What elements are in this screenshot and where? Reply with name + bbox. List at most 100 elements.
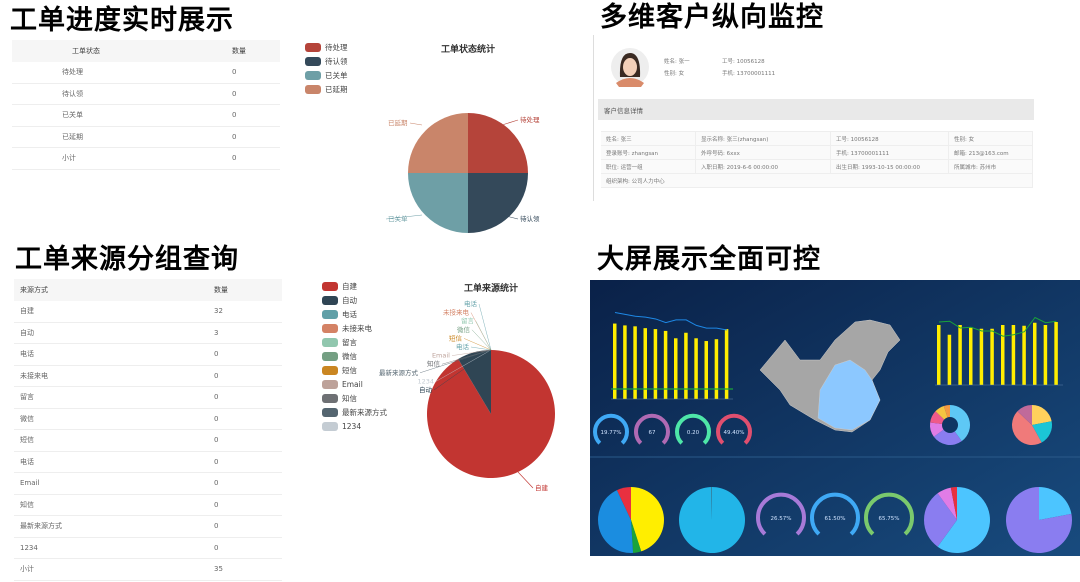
row-label: 自建: [20, 307, 34, 316]
row-label: 待处理: [62, 68, 83, 77]
left-chart-bar: [684, 332, 688, 399]
top-gauge: [634, 413, 670, 445]
grid-row: 职位: 运营一组 入职日期: 2019-6-6 00:00:00 出生日期: 199…: [601, 160, 1033, 174]
legend-item[interactable]: 电话: [322, 307, 387, 321]
grid-cell: 工号: 10056128: [831, 132, 949, 145]
section-title-dashboard: 大屏展示全面可控: [597, 244, 821, 275]
legend-item[interactable]: 自动: [322, 293, 387, 307]
bottom-gauge: [756, 492, 806, 536]
legend-label: 微信: [342, 351, 357, 361]
grid-cell: 职位: 运营一组: [601, 160, 696, 173]
table-header: 来源方式 数量: [14, 279, 282, 301]
left-chart-bar: [643, 328, 647, 399]
label-line: [475, 321, 492, 351]
row-count: 0: [232, 89, 237, 98]
right-chart-bar: [1001, 325, 1005, 385]
legend-swatch: [322, 393, 338, 403]
left-chart-bar: [724, 329, 729, 399]
pie-slice: [468, 173, 528, 233]
legend-label: 已延期: [325, 84, 348, 94]
row-count: 0: [214, 414, 219, 423]
row-count: 0: [214, 500, 219, 509]
customer-job-no: 工号: 10056128: [722, 59, 765, 65]
slice-label: 待处理: [520, 115, 540, 124]
status-chart-title: 工单状态统计: [440, 45, 496, 55]
pie-chart-right-slice: [1017, 405, 1032, 425]
legend-item[interactable]: 待处理: [305, 40, 348, 54]
grid-cell: 所属城市: 苏州市: [949, 160, 1033, 173]
bottom-pie-1-slice: [598, 490, 634, 553]
avatar: [611, 48, 649, 87]
row-label: 已延期: [62, 132, 83, 141]
row-label: 1234: [20, 543, 38, 552]
label-line: [419, 349, 492, 373]
table-row: 自动 3: [14, 323, 282, 344]
label-line: [435, 349, 492, 382]
row-label: 短信: [20, 436, 34, 445]
legend-item[interactable]: 最新来源方式: [322, 405, 387, 419]
legend-swatch: [305, 84, 321, 94]
legend-swatch: [322, 281, 338, 291]
legend-item[interactable]: 待认领: [305, 54, 348, 68]
legend-item[interactable]: 已关单: [305, 68, 348, 82]
grid-cell: 邮箱: 213@163.com: [949, 146, 1033, 159]
slice-label: 已延期: [388, 118, 408, 127]
legend-item[interactable]: 1234: [322, 419, 387, 433]
label-line: [478, 303, 492, 351]
donut-chart-hole: [942, 417, 958, 433]
legend-swatch: [322, 379, 338, 389]
table-row: 待处理 0: [12, 62, 280, 84]
customer-name: 姓名: 张一: [664, 59, 690, 65]
legend-label: Email: [342, 379, 363, 389]
donut-chart-slice: [933, 425, 962, 445]
row-count: 0: [214, 393, 219, 402]
legend-item[interactable]: 自建: [322, 279, 387, 293]
legend-swatch: [305, 56, 321, 66]
label-line: [501, 119, 519, 126]
grid-cell: 登录账号: zhangsan: [601, 146, 696, 159]
right-chart-bar: [969, 327, 973, 385]
header-col-2: 数量: [214, 286, 228, 294]
label-line: [441, 349, 492, 365]
legend-item[interactable]: 已延期: [305, 82, 348, 96]
left-chart-bar: [613, 323, 617, 399]
grid-cell: 姓名: 张三: [601, 132, 696, 145]
right-chart-bar: [1033, 322, 1037, 385]
legend-label: 待认领: [325, 56, 348, 66]
left-chart-bar: [633, 326, 637, 399]
legend-item[interactable]: Email: [322, 377, 387, 391]
top-gauge-value: 19.77%: [601, 430, 622, 436]
legend-item[interactable]: 短信: [322, 363, 387, 377]
table-row: 知信 0: [14, 495, 282, 516]
label-line: [463, 338, 492, 351]
left-chart-bar: [704, 341, 708, 399]
legend-label: 留言: [342, 337, 357, 347]
grid-cell: 性别: 女: [949, 132, 1033, 145]
legend-item[interactable]: 留言: [322, 335, 387, 349]
row-count: 0: [214, 436, 219, 445]
right-chart-bar: [947, 334, 952, 385]
row-label: 自动: [20, 328, 34, 337]
slice-label: 自建: [535, 483, 549, 492]
row-label: 已关单: [62, 111, 83, 120]
legend-item[interactable]: 未接来电: [322, 321, 387, 335]
grid-cell: 出生日期: 1993-10-15 00:00:00: [831, 160, 949, 173]
left-chart-bar: [623, 325, 627, 399]
legend-label: 自建: [342, 281, 357, 291]
source-legend: 自建自动电话未接来电留言微信短信 Email 知信 最新来源方式 1234: [322, 279, 387, 433]
row-label: 小计: [62, 154, 76, 163]
legend-swatch: [305, 42, 321, 52]
header-col-1: 来源方式: [20, 286, 48, 294]
bottom-pie-4-slice: [1039, 487, 1072, 520]
row-count: 0: [232, 68, 237, 77]
legend-item[interactable]: 知信: [322, 391, 387, 405]
row-count: 3: [214, 328, 219, 337]
legend-label: 电话: [342, 309, 357, 319]
row-label: 未接来电: [20, 371, 48, 380]
table-row: 最新来源方式 0: [14, 516, 282, 538]
legend-item[interactable]: 微信: [322, 349, 387, 363]
row-label: 电话: [20, 350, 34, 359]
right-chart-bar: [979, 328, 984, 385]
table-row: 电话 0: [14, 452, 282, 473]
